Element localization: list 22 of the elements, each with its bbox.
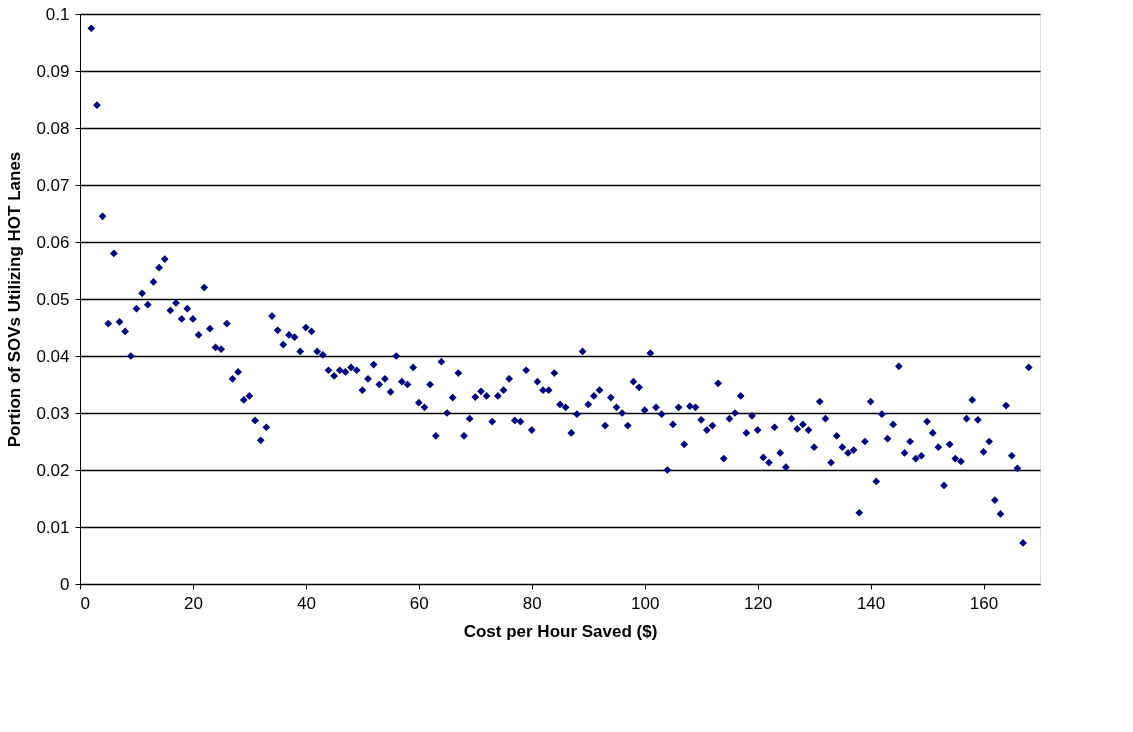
y-tick-label: 0.05 [36,289,70,309]
x-tick-label: 100 [631,593,660,613]
x-tick-label: 20 [183,593,203,613]
y-tick-label: 0.01 [36,517,70,537]
x-tick-label: 140 [856,593,886,613]
y-tick-label: 0.04 [36,346,70,366]
y-tick-label: 0.1 [45,4,70,24]
y-tick-label: 0.06 [36,232,70,252]
x-axis-title: Cost per Hour Saved ($) [463,621,658,641]
x-tick-label: 160 [969,593,999,613]
y-tick-label: 0.03 [36,403,70,423]
y-tick-label: 0.08 [36,118,70,138]
y-tick-label: 0.07 [36,175,70,195]
x-tick-label: 80 [522,593,542,613]
x-tick-label: 120 [743,593,773,613]
x-tick-label: 60 [409,593,429,613]
x-tick-label: 40 [296,593,316,613]
y-tick-label: 0.09 [36,61,70,81]
y-tick-label: 0 [60,574,70,594]
y-tick-label: 0.02 [36,460,70,480]
y-axis-title: Portion of SOVs Utilizing HOT Lanes [5,151,25,448]
x-tick-label: 0 [80,593,90,613]
